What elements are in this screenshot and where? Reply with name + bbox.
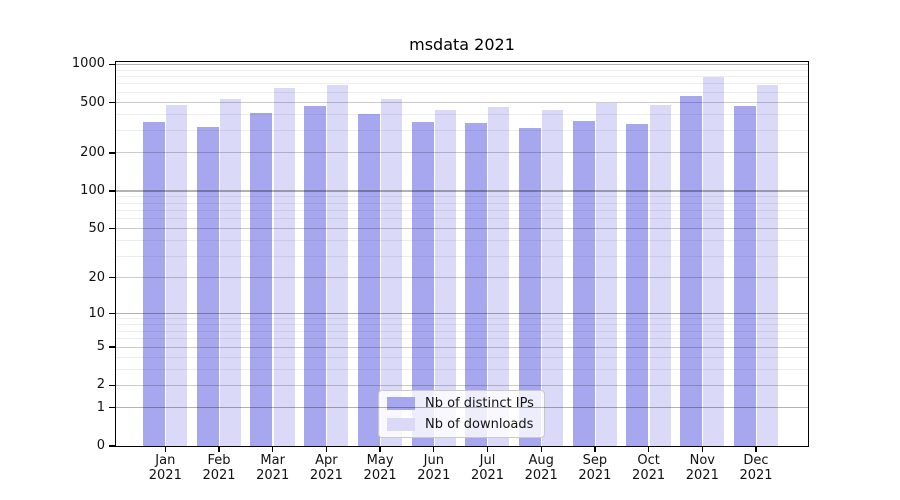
y-tick-label: 1000 [71, 56, 105, 72]
x-tick-label: Dec 2021 [739, 453, 773, 483]
plot-frame [115, 61, 809, 447]
y-tick-label: 5 [96, 339, 105, 354]
y-tick-label: 0 [96, 438, 105, 453]
x-tick-label: Feb 2021 [202, 453, 236, 483]
x-tick-mark [755, 447, 757, 452]
x-tick-label: Jun 2021 [417, 453, 451, 483]
chart-title: msdata 2021 [409, 35, 515, 54]
legend-swatch-distinct-ips [387, 397, 415, 410]
y-tick-label: 500 [80, 94, 105, 110]
x-tick-label: Jan 2021 [148, 453, 182, 483]
x-tick-mark [701, 447, 703, 452]
x-tick-mark [594, 447, 596, 452]
legend: Nb of distinct IPs Nb of downloads [378, 390, 545, 438]
x-tick-label: May 2021 [363, 453, 397, 483]
legend-label-distinct-ips: Nb of distinct IPs [425, 395, 534, 411]
x-tick-label: Apr 2021 [309, 453, 343, 483]
x-tick-label: Mar 2021 [256, 453, 290, 483]
y-tick-label: 10 [88, 305, 105, 321]
legend-label-downloads: Nb of downloads [425, 416, 534, 432]
legend-item-downloads: Nb of downloads [387, 416, 544, 432]
y-tick-label: 200 [80, 144, 105, 160]
legend-swatch-downloads [387, 418, 415, 431]
x-tick-mark [325, 447, 328, 452]
x-tick-mark [379, 447, 381, 452]
x-tick-mark [218, 447, 220, 452]
x-tick-label: Sep 2021 [578, 453, 612, 483]
x-tick-label: Nov 2021 [685, 453, 719, 483]
x-tick-label: Aug 2021 [524, 453, 558, 483]
x-tick-mark [164, 447, 166, 452]
x-tick-mark [486, 447, 489, 452]
y-tick-label: 50 [88, 220, 105, 236]
legend-item-distinct-ips: Nb of distinct IPs [387, 395, 544, 411]
x-tick-mark [272, 447, 274, 452]
x-tick-mark [647, 447, 650, 452]
x-tick-mark [433, 447, 435, 452]
x-tick-mark [540, 447, 542, 452]
y-tick-label: 100 [80, 183, 105, 198]
y-tick-label: 2 [96, 377, 105, 393]
x-tick-label: Oct 2021 [632, 453, 666, 483]
x-tick-label: Jul 2021 [470, 453, 505, 483]
y-tick-label: 20 [88, 269, 105, 285]
y-tick-label: 1 [96, 399, 105, 415]
